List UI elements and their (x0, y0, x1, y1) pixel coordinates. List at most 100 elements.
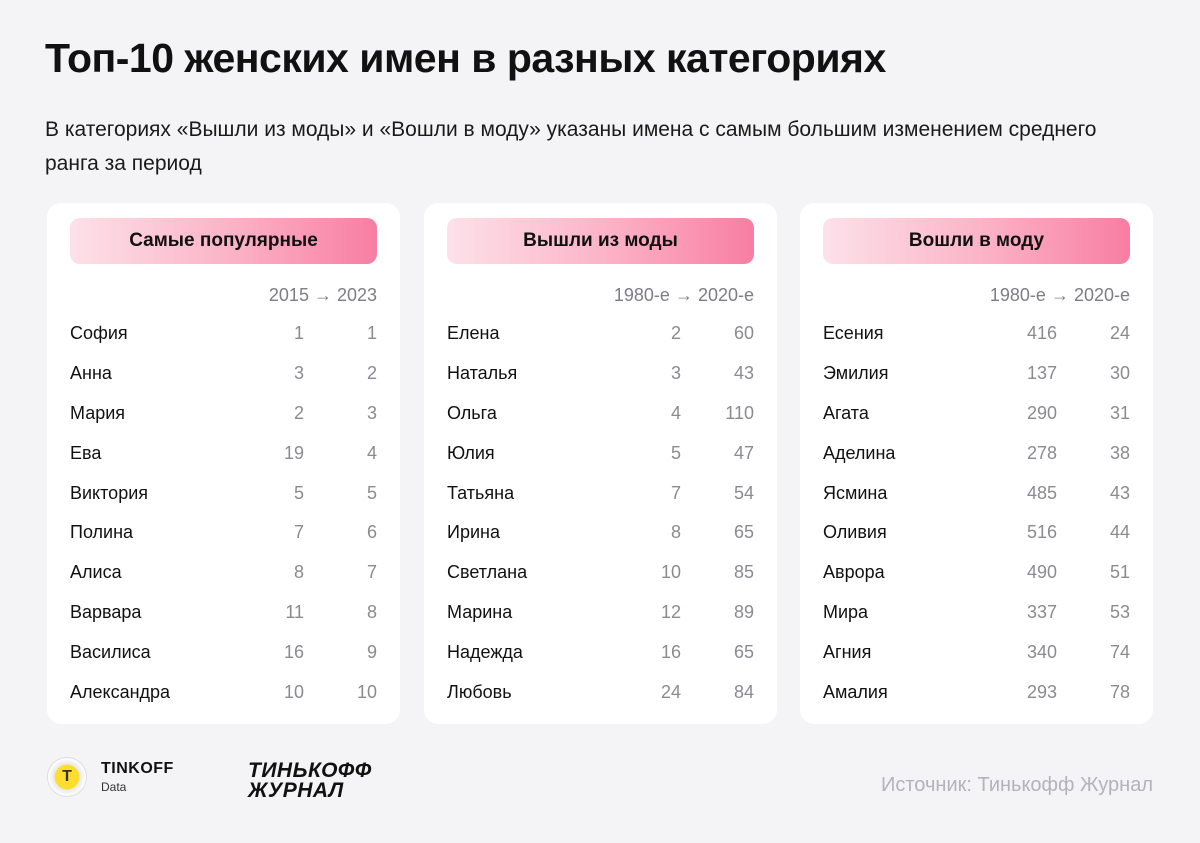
table-row: Полина 7 6 (70, 513, 377, 553)
journal-logo-line2: ЖУРНАЛ (248, 778, 344, 802)
rank-start-cell: 416 (1026, 323, 1057, 344)
name-cell: Надежда (447, 641, 523, 662)
rank-end-cell: 24 (1109, 323, 1130, 344)
rank-end-cell: 65 (733, 522, 754, 543)
rank-start-cell: 1 (293, 323, 304, 344)
rank-end-cell: 7 (366, 562, 377, 583)
rank-start-cell: 16 (660, 641, 681, 662)
page-title: Топ-10 женских имен в разных категориях (45, 35, 886, 81)
rank-start-cell: 490 (1026, 562, 1057, 583)
rank-end-cell: 1 (366, 323, 377, 344)
rank-end-cell: 8 (366, 601, 377, 622)
name-cell: Василиса (70, 641, 151, 662)
table-row: Ясмина 485 43 (823, 473, 1130, 513)
table-row: Мира 337 53 (823, 593, 1130, 633)
table-row: Ирина 8 65 (447, 513, 754, 553)
rank-end-cell: 89 (733, 601, 754, 622)
table-row: Виктория 5 5 (70, 473, 377, 513)
rank-start-cell: 337 (1026, 601, 1057, 622)
rank-start-cell: 24 (660, 681, 681, 702)
rank-end-cell: 3 (366, 402, 377, 423)
rank-end-cell: 44 (1109, 522, 1130, 543)
rank-end-cell: 78 (1109, 681, 1130, 702)
table-row: Аделина 278 38 (823, 433, 1130, 473)
name-cell: Елена (447, 323, 500, 344)
rank-end-cell: 6 (366, 522, 377, 543)
table-row: Есения 416 24 (823, 314, 1130, 354)
rank-start-cell: 19 (283, 442, 304, 463)
table-row: Варвара 11 8 (70, 593, 377, 633)
table-row: Алиса 8 7 (70, 553, 377, 593)
rank-start-cell: 137 (1026, 363, 1057, 384)
name-cell: Полина (70, 522, 134, 543)
name-cell: Татьяна (447, 482, 515, 503)
rank-start-cell: 16 (283, 641, 304, 662)
rank-end-cell: 10 (356, 681, 377, 702)
name-cell: Виктория (70, 482, 149, 503)
name-list: Есения 416 24 Эмилия 137 30 Агата 290 31 Аделина 2… (823, 314, 1130, 712)
table-row: Елена 2 60 (447, 314, 754, 354)
table-row: Ева 19 4 (70, 433, 377, 473)
rank-start-cell: 8 (293, 562, 304, 583)
rank-end-cell: 4 (366, 442, 377, 463)
table-row: Любовь 24 84 (447, 672, 754, 712)
table-row: Мария 2 3 (70, 394, 377, 434)
journal-logo-line1: ТИНЬКОФФ (248, 759, 372, 782)
table-row: Аврора 490 51 (823, 553, 1130, 593)
table-row: Марина 12 89 (447, 593, 754, 633)
table-row: Оливия 516 44 (823, 513, 1130, 553)
rank-end-cell: 43 (733, 363, 754, 384)
rank-start-cell: 3 (293, 363, 304, 384)
page-subtitle: В категориях «Вышли из моды» и «Вошли в … (45, 118, 1097, 175)
table-row: София 1 1 (70, 314, 377, 354)
name-cell: Ольга (447, 402, 497, 423)
card-popular: Самые популярные 2015 → 2023 София 1 1 Анна… (47, 203, 400, 724)
card-header: Вышли из моды (447, 218, 754, 264)
name-cell: Агата (823, 402, 869, 423)
rank-start-cell: 485 (1026, 482, 1057, 503)
rank-end-cell: 5 (366, 482, 377, 503)
rank-end-cell: 85 (733, 562, 754, 583)
rank-end-cell: 38 (1109, 442, 1130, 463)
name-cell: София (70, 323, 128, 344)
table-row: Наталья 3 43 (447, 354, 754, 394)
rank-end-cell: 47 (733, 442, 754, 463)
rank-end-cell: 54 (733, 482, 754, 503)
name-cell: Анна (70, 363, 112, 384)
rank-end-cell: 2 (366, 363, 377, 384)
name-cell: Оливия (823, 522, 887, 543)
table-row: Александра 10 10 (70, 672, 377, 712)
rank-start-cell: 7 (293, 522, 304, 543)
name-cell: Мария (70, 402, 126, 423)
rank-end-cell: 84 (733, 681, 754, 702)
card-out-of-fashion: Вышли из моды 1980-е → 2020-е Елена 2 60 На… (424, 203, 777, 724)
table-row: Агата 290 31 (823, 394, 1130, 434)
rank-end-cell: 65 (733, 641, 754, 662)
card-header: Вошли в моду (823, 218, 1130, 264)
name-cell: Светлана (447, 562, 528, 583)
name-cell: Амалия (823, 681, 888, 702)
rank-start-cell: 3 (670, 363, 681, 384)
table-row: Василиса 16 9 (70, 632, 377, 672)
name-cell: Марина (447, 601, 513, 622)
table-row: Ольга 4 110 (447, 394, 754, 434)
table-row: Анна 3 2 (70, 354, 377, 394)
table-row: Татьяна 7 54 (447, 473, 754, 513)
rank-start-cell: 5 (670, 442, 681, 463)
rank-start-cell: 290 (1026, 402, 1057, 423)
rank-start-cell: 5 (293, 482, 304, 503)
brand-name: TINKOFF (101, 759, 174, 777)
name-cell: Мира (823, 601, 869, 622)
name-cell: Ясмина (823, 482, 888, 503)
rank-start-cell: 4 (670, 402, 681, 423)
rank-end-cell: 43 (1109, 482, 1130, 503)
name-cell: Агния (823, 641, 872, 662)
rank-start-cell: 340 (1026, 641, 1057, 662)
rank-end-cell: 74 (1109, 641, 1130, 662)
period-label: 1980-е → 2020-е (613, 285, 754, 305)
rank-start-cell: 516 (1026, 522, 1057, 543)
rank-start-cell: 8 (670, 522, 681, 543)
name-cell: Есения (823, 323, 884, 344)
period-label: 2015 → 2023 (268, 285, 377, 305)
table-row: Агния 340 74 (823, 632, 1130, 672)
